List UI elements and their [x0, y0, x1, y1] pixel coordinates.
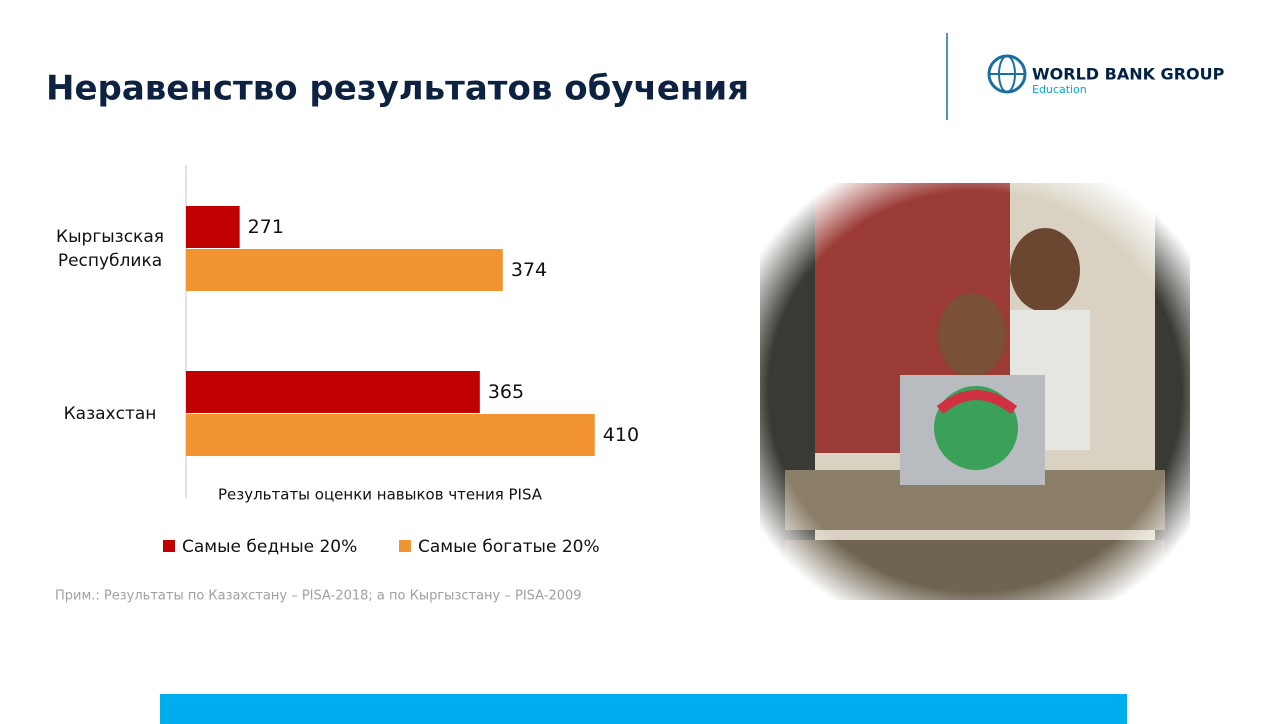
logo-name: WORLD BANK GROUP [1032, 65, 1225, 84]
note: Прим.: Результаты по Казахстану – PISA-2… [55, 589, 582, 604]
photo [760, 183, 1190, 600]
value-label: 365 [488, 381, 524, 403]
bar [186, 206, 240, 248]
bar [186, 371, 480, 413]
logo-globe [987, 54, 1027, 94]
bar [186, 414, 595, 456]
slide-title: Неравенство результатов обучения [46, 69, 749, 109]
legend-label: Самые бедные 20% [182, 537, 357, 557]
legend-swatch [399, 540, 411, 552]
value-label: 410 [603, 424, 639, 446]
footer-band [160, 694, 1127, 724]
logo-unit: Education [1032, 83, 1087, 96]
legend-label: Самые богатые 20% [418, 537, 600, 557]
category-label: Казахстан [63, 404, 157, 424]
value-label: 374 [511, 259, 547, 281]
x-axis-label: Результаты оценки навыков чтения PISA [218, 486, 543, 504]
bar [186, 249, 503, 291]
value-label: 271 [248, 216, 284, 238]
category-label: Кыргызская Республика [56, 227, 164, 271]
legend-swatch [163, 540, 175, 552]
